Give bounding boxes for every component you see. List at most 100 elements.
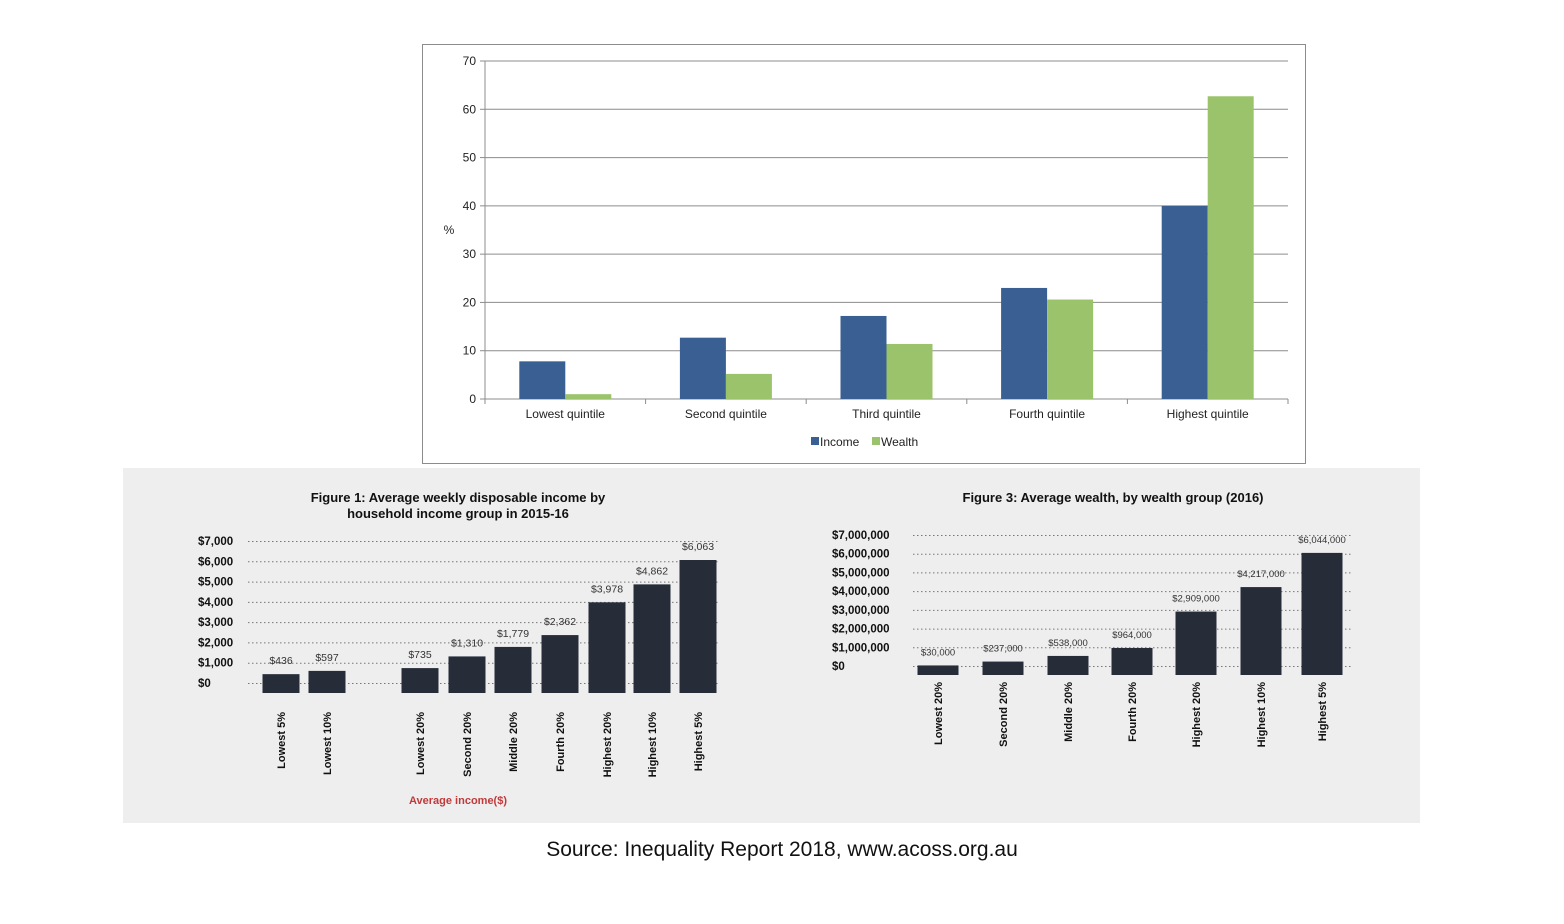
- y-tick-label: $7,000: [198, 536, 233, 548]
- income-wealth-chart: 0 10 20 30 40 50 60 70 Lowest quintile Second qu…: [422, 44, 1306, 464]
- bar-6: [541, 635, 579, 693]
- acoss-figures-panel: $7,000 $6,000 $5,000 $4,000 $3,000 $2,000 $1,0…: [123, 468, 1420, 823]
- value-label: $4,862: [636, 565, 668, 577]
- x-tick-label: Highest 20%: [1191, 682, 1203, 748]
- y-tick-label: 40: [463, 199, 477, 213]
- value-label: $538,000: [1048, 638, 1088, 649]
- y-tick-label: $2,000: [198, 637, 233, 649]
- y-tick-label: $3,000: [198, 617, 233, 629]
- x-tick-label: Highest 10%: [1256, 682, 1268, 748]
- y-tick-label: 50: [463, 151, 477, 165]
- value-label: $735: [408, 649, 432, 661]
- y-tick-label: $6,000: [198, 556, 233, 568]
- y-tick-label: $1,000,000: [832, 642, 890, 654]
- value-label: $6,044,000: [1298, 535, 1346, 546]
- bar-1: [917, 665, 959, 675]
- figure3-title: Figure 3: Average wealth, by wealth grou…: [962, 490, 1264, 505]
- legend-swatch-income: [811, 437, 819, 445]
- x-tick-label: Lowest quintile: [526, 407, 606, 421]
- x-tick-label: Fourth 20%: [555, 712, 567, 772]
- figure1-title-line2: household income group in 2015-16: [347, 506, 569, 521]
- bar-wealth-4: [1047, 299, 1094, 399]
- figure1-x-axis-label: Average income($): [408, 795, 508, 807]
- x-tick-label: Middle 20%: [1063, 682, 1075, 742]
- y-tick-label: 10: [463, 344, 477, 358]
- bar-7: [588, 602, 626, 693]
- bar-2: [982, 661, 1024, 675]
- value-label: $964,000: [1112, 630, 1152, 641]
- x-tick-label: Fourth quintile: [1009, 407, 1085, 421]
- bar-7: [1301, 552, 1343, 675]
- value-label: $436: [269, 655, 293, 667]
- value-label: $237,000: [983, 644, 1023, 655]
- y-tick-label: $1,000: [198, 658, 233, 670]
- bar-3: [1047, 655, 1089, 675]
- value-label: $1,779: [497, 628, 529, 640]
- x-tick-label: Lowest 5%: [276, 712, 288, 769]
- y-tick-label: 60: [463, 102, 477, 116]
- x-tick-label: Fourth 20%: [1127, 682, 1139, 742]
- figure1-title: Figure 1: Average weekly disposable inco…: [283, 490, 633, 522]
- y-tick-label: 20: [463, 295, 477, 309]
- bar-6: [1240, 587, 1282, 675]
- x-tick-label: Lowest 20%: [933, 682, 945, 745]
- figure3-chart: $7,000,000 $6,000,000 $5,000,000 $4,000,000…: [832, 530, 1353, 748]
- bar-income-4: [1001, 287, 1048, 399]
- bar-income-3: [840, 315, 887, 399]
- y-tick-label: 70: [463, 54, 477, 68]
- bar-5: [494, 646, 532, 693]
- value-label: $3,978: [591, 583, 623, 595]
- x-tick-label: Third quintile: [852, 407, 921, 421]
- x-tick-label: Second 20%: [998, 682, 1010, 747]
- y-tick-label: $0: [198, 678, 211, 690]
- legend-label-wealth: Wealth: [881, 435, 918, 449]
- value-label: $4,217,000: [1237, 569, 1285, 580]
- y-tick-label: $5,000: [198, 577, 233, 589]
- value-label: $597: [315, 652, 339, 664]
- bar-income-1: [519, 361, 566, 399]
- y-tick-label: $2,000,000: [832, 624, 890, 636]
- x-tick-label: Second 20%: [462, 712, 474, 777]
- y-tick-label: $4,000,000: [832, 586, 890, 598]
- value-label: $1,310: [451, 637, 483, 649]
- y-tick-label: $0: [832, 661, 845, 673]
- value-label: $6,063: [682, 541, 714, 553]
- value-label: $2,362: [544, 616, 576, 628]
- bar-8: [633, 584, 671, 693]
- legend: Income Wealth: [811, 435, 918, 449]
- x-tick-label: Highest 5%: [693, 712, 705, 772]
- legend-label-income: Income: [820, 435, 860, 449]
- y-tick-label: 30: [463, 247, 477, 261]
- source-caption: Source: Inequality Report 2018, www.acos…: [546, 838, 1018, 861]
- legend-swatch-wealth: [872, 437, 880, 445]
- bar-income-2: [679, 337, 726, 399]
- y-tick-label: $6,000,000: [832, 549, 890, 561]
- y-axis-label: %: [444, 223, 455, 237]
- y-tick-label: $7,000,000: [832, 530, 890, 542]
- bar-1: [262, 674, 300, 693]
- bar-wealth-5: [1207, 96, 1254, 400]
- x-tick-label: Lowest 10%: [322, 712, 334, 775]
- y-tick-label: 0: [469, 392, 476, 406]
- y-tick-label: $5,000,000: [832, 567, 890, 579]
- bar-4: [448, 656, 486, 693]
- x-tick-label: Middle 20%: [508, 712, 520, 772]
- x-tick-label: Highest quintile: [1167, 407, 1249, 421]
- x-tick-label: Lowest 20%: [415, 712, 427, 775]
- figure1-chart: $7,000 $6,000 $5,000 $4,000 $3,000 $2,000 $1,0…: [198, 536, 718, 778]
- x-tick-label: Second quintile: [685, 407, 767, 421]
- bar-9: [679, 560, 717, 693]
- value-label: $2,909,000: [1172, 594, 1220, 605]
- bar-wealth-1: [565, 394, 612, 399]
- y-tick-label: $3,000,000: [832, 605, 890, 617]
- bar-4: [1111, 647, 1153, 675]
- y-tick-label: $4,000: [198, 597, 233, 609]
- x-tick-label: Highest 5%: [1317, 682, 1329, 742]
- bar-3: [401, 668, 439, 693]
- x-tick-label: Highest 20%: [602, 712, 614, 778]
- x-tick-label: Highest 10%: [647, 712, 659, 778]
- bar-2: [308, 670, 346, 693]
- bar-wealth-3: [886, 343, 933, 399]
- value-label: $30,000: [921, 647, 955, 658]
- bar-wealth-2: [725, 373, 772, 399]
